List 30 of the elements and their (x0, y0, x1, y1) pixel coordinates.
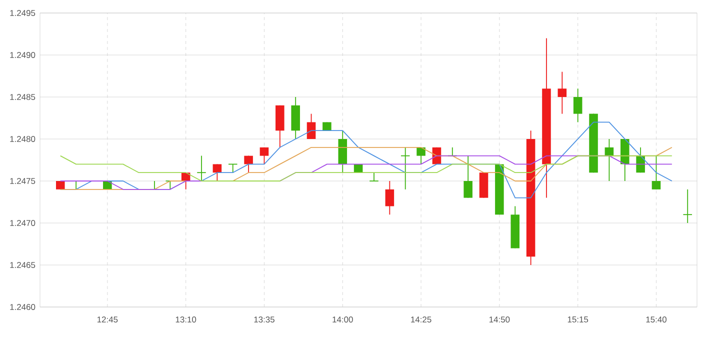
y-tick-label: 1.2475 (10, 178, 36, 184)
candlestick (244, 155, 253, 174)
x-tick-label: 14:50 (489, 316, 510, 323)
candlestick (369, 172, 379, 182)
candlestick (573, 88, 582, 123)
candlestick (385, 180, 394, 216)
candlestick (682, 188, 692, 224)
x-tick-label: 15:15 (568, 316, 588, 322)
y-tick-label: 1.2465 (10, 262, 36, 268)
candlestick (416, 146, 426, 165)
candlestick (558, 71, 567, 114)
x-tick-label: 14:00 (332, 316, 353, 323)
candlestick (212, 164, 222, 182)
candlestick (260, 146, 269, 165)
candlestick (604, 138, 614, 182)
x-tick-label: 13:10 (176, 316, 196, 323)
candlestick (636, 146, 645, 174)
candlestick (464, 155, 472, 198)
y-tick-label: 1.2480 (10, 136, 36, 142)
x-tick-label: 15:40 (646, 316, 666, 323)
candlestick (196, 155, 206, 182)
candlestick (652, 155, 661, 190)
y-tick-label: 1.2495 (10, 10, 36, 16)
x-tick-label: 13:35 (254, 316, 274, 323)
y-tick-label: 1.2485 (10, 94, 36, 100)
y-tick-label: 1.2470 (10, 220, 36, 226)
y-tick-label: 1.2490 (10, 52, 36, 58)
x-tick-label: 12:45 (97, 316, 118, 323)
x-tick-label: 14:25 (411, 316, 432, 323)
y-tick-label: 1.2460 (10, 304, 36, 310)
